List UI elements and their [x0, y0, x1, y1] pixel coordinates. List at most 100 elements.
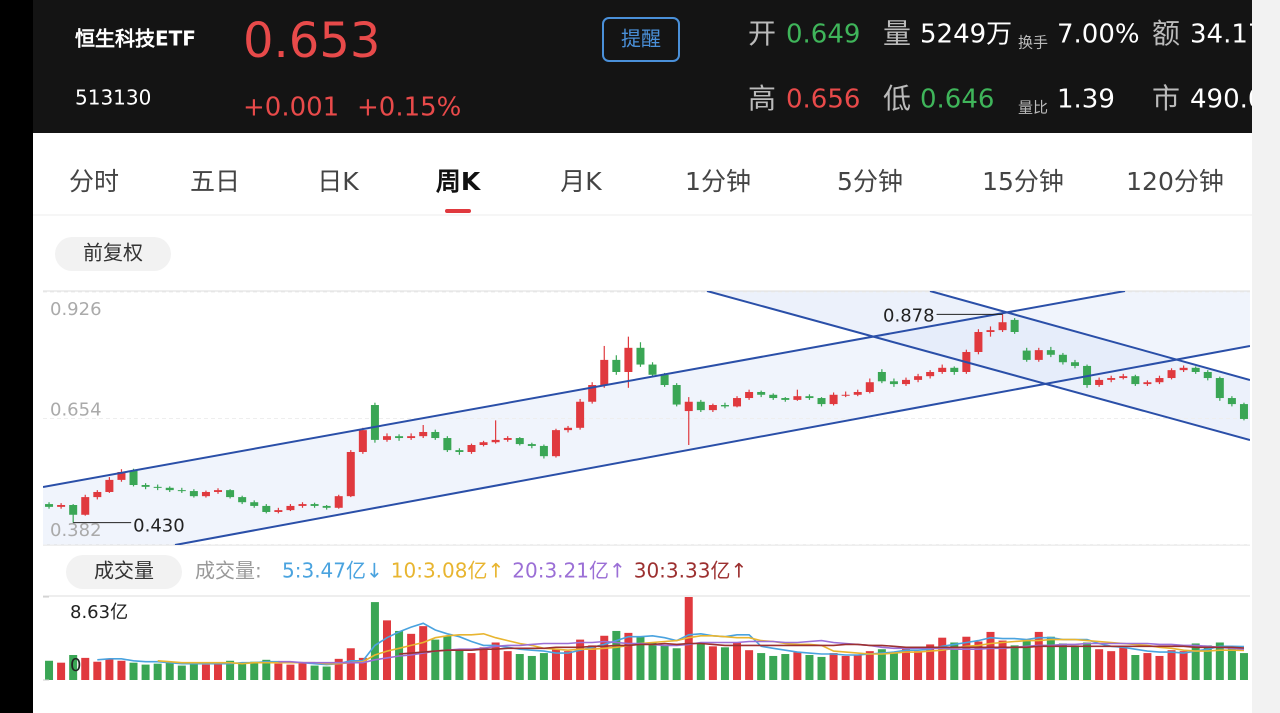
volume-bar [1203, 645, 1212, 680]
candle-body [564, 427, 573, 431]
volume-bar [250, 661, 259, 680]
volume-bar [322, 666, 331, 680]
candle-body [720, 405, 729, 407]
volume-bar [1070, 645, 1079, 680]
stock-code: 513130 [75, 86, 151, 110]
volume-bar [648, 642, 657, 680]
adjust-pill[interactable] [55, 237, 171, 271]
candle-body [45, 504, 54, 507]
candle-body [708, 405, 717, 411]
candle-body [431, 431, 440, 439]
volume-tick-label: 8.63亿 [70, 602, 128, 623]
candle-body [998, 322, 1007, 331]
candle-body [527, 444, 536, 446]
volume-bar [201, 664, 210, 680]
volume-bar [998, 640, 1007, 680]
candle-body [551, 430, 560, 457]
candle-body [346, 451, 355, 497]
candle-body [853, 391, 862, 395]
volume-bar [914, 651, 923, 680]
tab[interactable]: 5分钟 [837, 167, 903, 196]
volume-bar [1167, 650, 1176, 680]
candle-body [479, 442, 488, 446]
trend-line [929, 291, 1250, 381]
candle-body [407, 436, 416, 439]
candle-body [648, 364, 657, 375]
volume-bar [1022, 639, 1031, 680]
volume-bar [153, 663, 162, 680]
candle-body [262, 505, 271, 512]
volume-bar [986, 631, 995, 680]
stock-name: 恒生科技ETF [75, 27, 196, 51]
volume-legend-item: 5:3.47亿↓ [282, 559, 383, 583]
candle-body [201, 491, 210, 497]
volume-bar [527, 655, 536, 680]
candle-body [1070, 362, 1079, 366]
candle-body [660, 374, 669, 386]
volume-bar [274, 663, 283, 680]
volume-bar [407, 633, 416, 680]
candle-body [370, 405, 379, 440]
stat-value: 0.656 [786, 85, 860, 115]
tab[interactable]: 日K [317, 167, 359, 196]
volume-bar [1227, 648, 1236, 680]
volume-bar [974, 641, 983, 680]
volume-bar [817, 656, 826, 680]
candle-body [1203, 371, 1212, 379]
volume-bar [226, 660, 235, 680]
stat-value: 7.00% [1057, 20, 1140, 50]
stat-label: 开 [748, 17, 776, 50]
candle-body [1058, 354, 1067, 363]
volume-bar [1215, 642, 1224, 680]
volume-bar [564, 651, 573, 680]
candle-body [588, 385, 597, 402]
tab[interactable]: 五日 [190, 167, 240, 196]
candle-body [274, 510, 283, 512]
candle-body [1143, 382, 1152, 385]
volume-bar [1191, 643, 1200, 680]
alert-button[interactable] [602, 17, 680, 62]
candle-body [1155, 378, 1164, 383]
volume-ma-line [399, 642, 1245, 655]
candle-body [1034, 350, 1043, 360]
candle-body [950, 367, 959, 372]
candle-body [395, 436, 404, 439]
candle-body [358, 430, 367, 452]
volume-bar [853, 654, 862, 680]
candle-body [177, 490, 186, 492]
candle-body [612, 359, 621, 372]
candle-body [733, 398, 742, 407]
tab[interactable]: 月K [560, 167, 602, 196]
candle-body [1239, 404, 1248, 419]
volume-bar [769, 655, 778, 680]
volume-bar [1107, 651, 1116, 680]
candle-body [745, 391, 754, 399]
candle-body [986, 330, 995, 332]
candle-body [250, 502, 259, 506]
price: 0.653 [243, 13, 380, 69]
volume-pill[interactable] [66, 555, 182, 589]
volume-bar [334, 658, 343, 680]
tab[interactable]: 分时 [69, 167, 119, 196]
tab[interactable]: 周K [436, 167, 482, 196]
volume-bar [177, 665, 186, 680]
trend-line [43, 291, 1126, 488]
tab[interactable]: 15分钟 [982, 167, 1064, 196]
volume-bar [262, 659, 271, 680]
volume-bar [539, 653, 548, 680]
volume-bar [962, 636, 971, 680]
tab[interactable]: 1分钟 [685, 167, 751, 196]
edge [1252, 0, 1280, 713]
volume-button[interactable]: 成交量 [94, 559, 154, 583]
tab[interactable]: 120分钟 [1126, 167, 1224, 196]
alert-button-label[interactable]: 提醒 [621, 27, 661, 51]
volume-bar [660, 645, 669, 680]
stat-label: 额 [1152, 17, 1180, 50]
adjust-label[interactable]: 前复权 [83, 241, 143, 265]
volume-bar [624, 632, 633, 680]
volume-bar [708, 646, 717, 680]
volume-bar [672, 648, 681, 680]
candle-body [1095, 379, 1104, 386]
header-bg [33, 0, 1252, 133]
